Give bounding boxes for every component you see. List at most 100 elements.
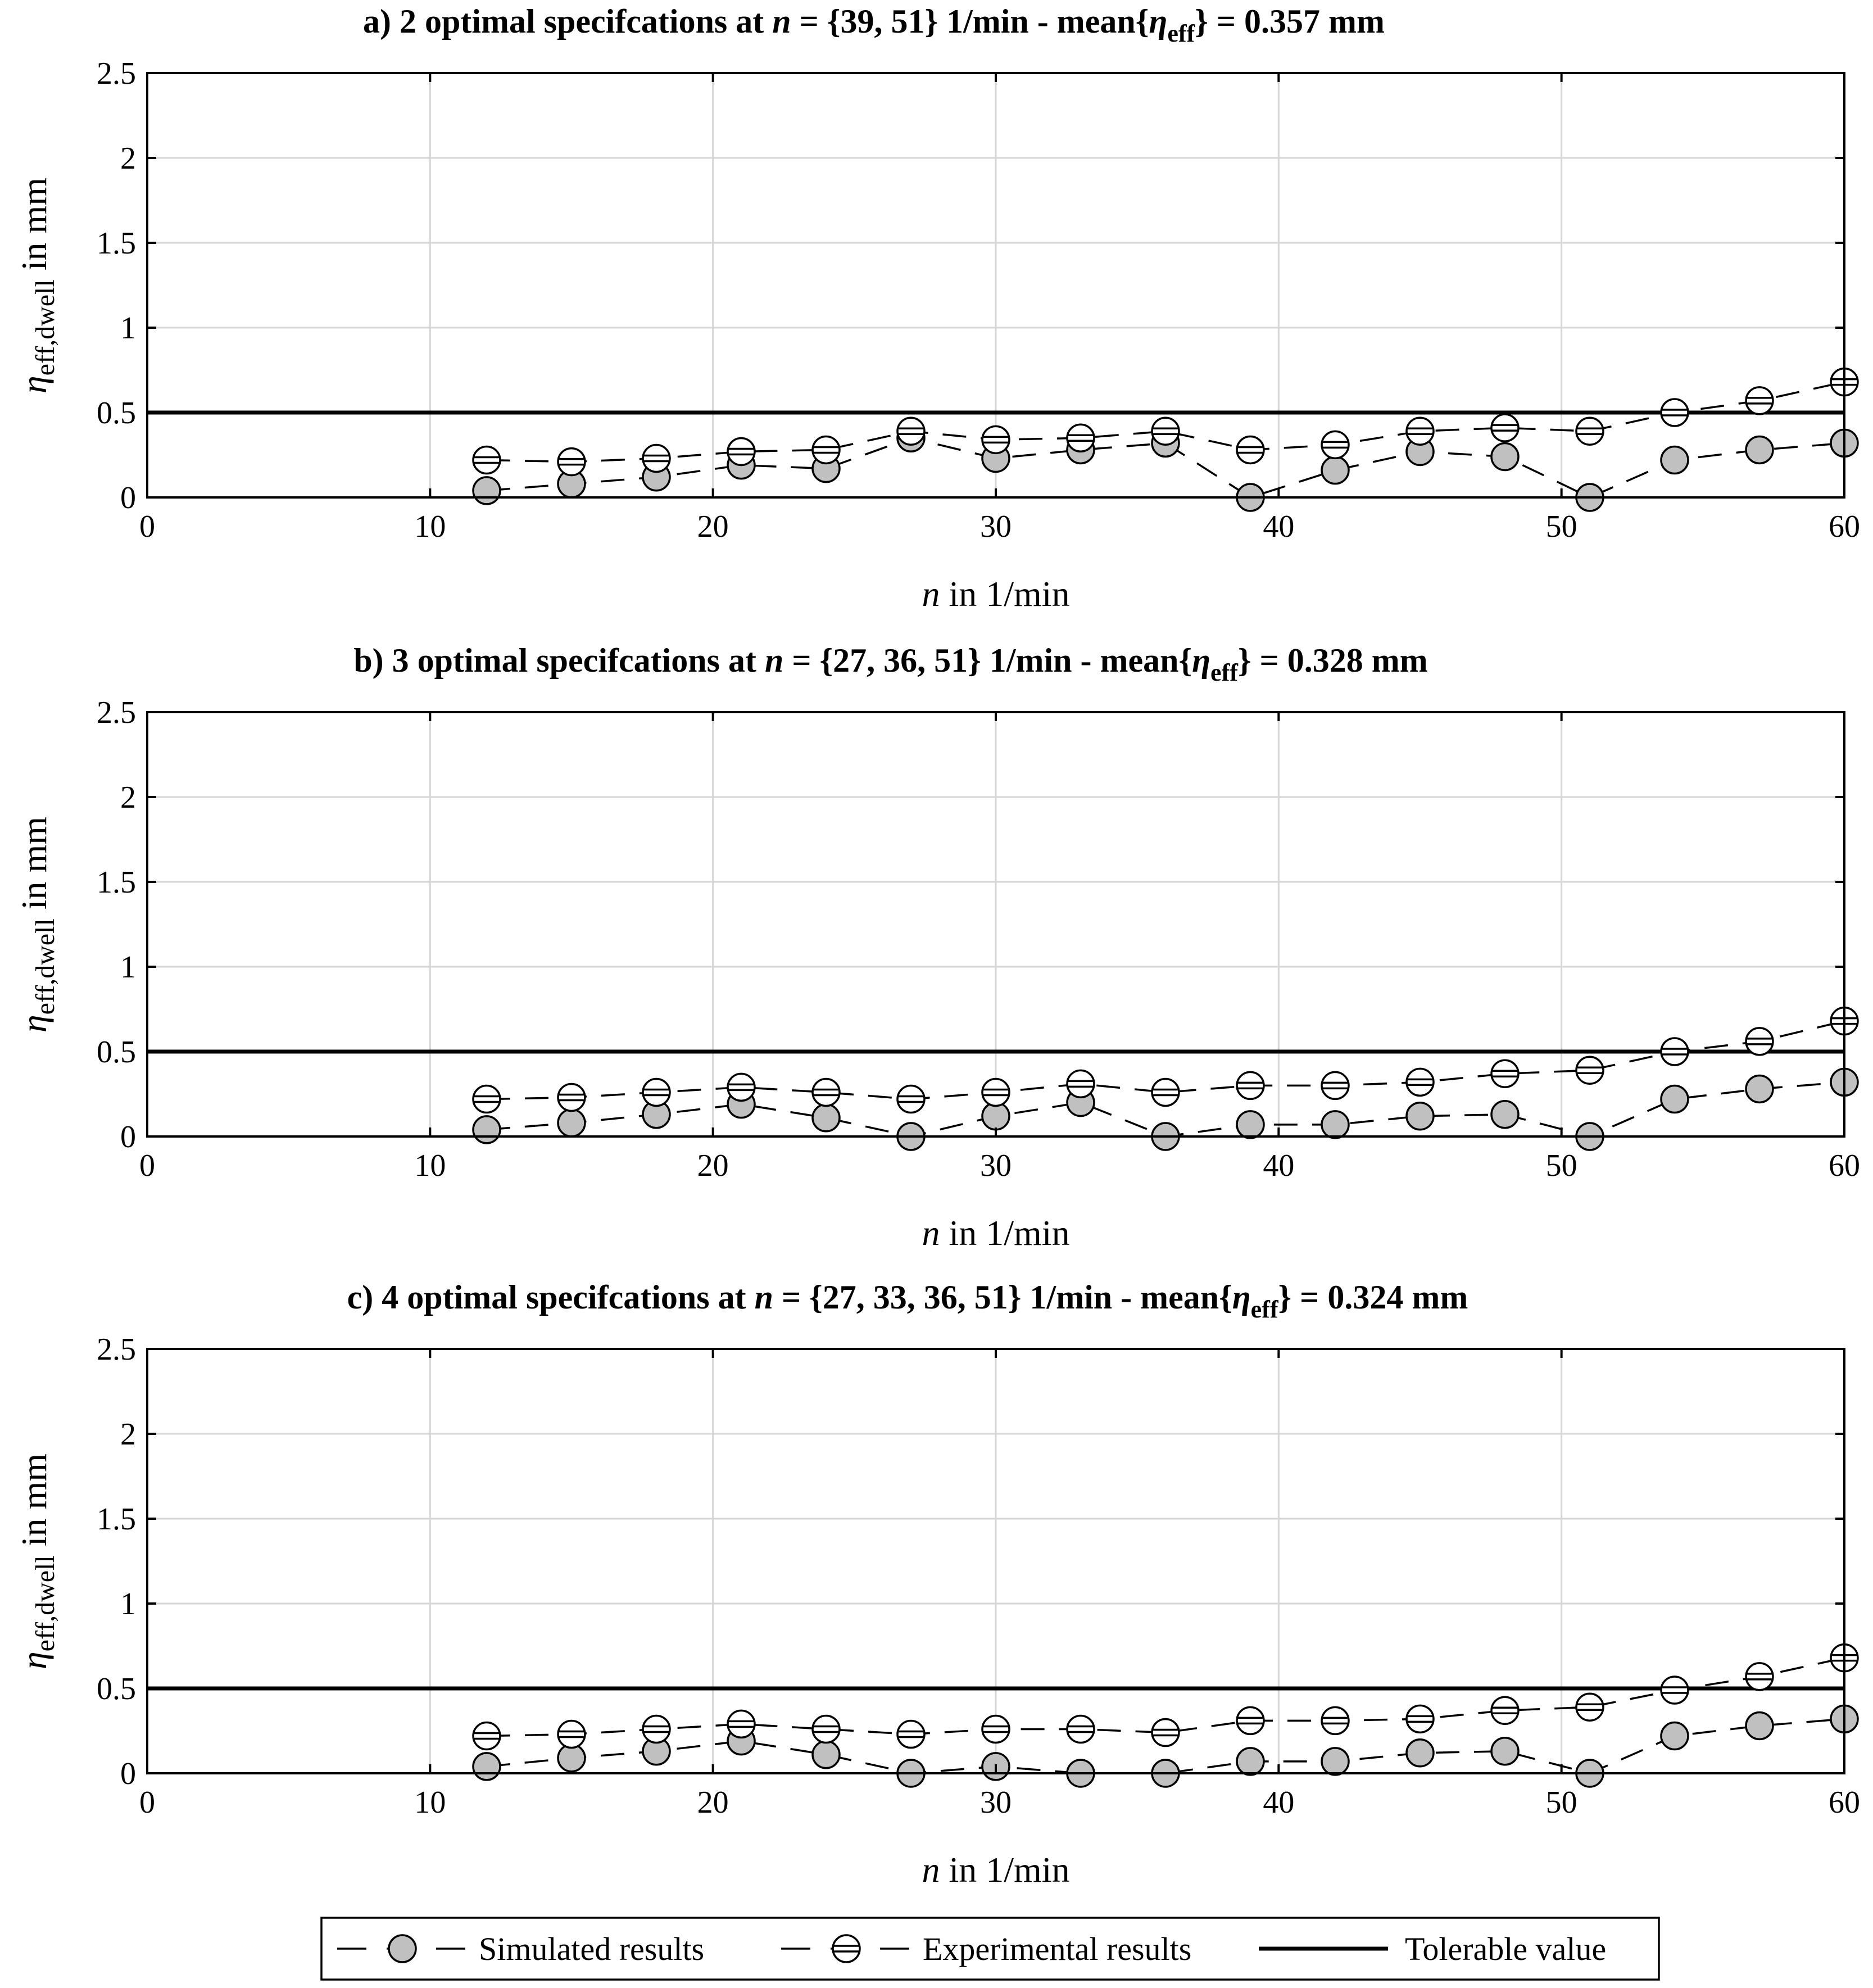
panel-a-experimental-point-12 (1490, 413, 1520, 442)
panel-a-experimental-point-13 (1575, 416, 1604, 446)
panel-c-simulated-point-9 (1236, 1747, 1265, 1776)
panel-b-simulated-point-10 (1321, 1110, 1350, 1139)
panel-c-xtick-label-0: 0 (139, 1785, 155, 1820)
panel-b-experimental-point-5 (896, 1084, 926, 1114)
panel-b-experimental-point-6 (981, 1077, 1010, 1107)
panel-a-experimental-point-1 (557, 447, 586, 477)
panel-a-ytick-label-4: 2 (120, 141, 136, 176)
panel-c-experimental-point-5 (896, 1719, 926, 1749)
panel-b-ticks (146, 711, 1845, 1138)
panel-c-experimental-point-9 (1236, 1706, 1265, 1736)
legend-tolerable-label: Tolerable value (1405, 1931, 1606, 1967)
panel-b-experimental-point-3 (727, 1072, 756, 1102)
legend-experimental-label: Experimental results (923, 1931, 1191, 1967)
legend-item-experimental: Experimental results (781, 1931, 1191, 1967)
panel-a-xtick-label-0: 0 (139, 509, 155, 544)
panel-b-xtick-label-0: 0 (139, 1148, 155, 1183)
panel-b-experimental-point-8 (1151, 1077, 1180, 1107)
panel-b-xtick-label-2: 20 (697, 1148, 729, 1183)
panel-b-experimental-point-12 (1490, 1059, 1520, 1089)
panel-a: a) 2 optimal specifcations at n = {39, 5… (14, 3, 1860, 614)
panel-c-experimental-point-6 (981, 1714, 1010, 1744)
panel-a-experimental-point-8 (1151, 416, 1180, 446)
panel-c-experimental-point-4 (811, 1714, 841, 1744)
panel-b-xtick-label-5: 50 (1546, 1148, 1577, 1183)
panel-c-experimental-point-3 (727, 1709, 756, 1739)
panel-b-experimental-point-11 (1405, 1067, 1435, 1097)
panel-c-simulated-point-0 (472, 1752, 501, 1781)
panel-a-ytick-label-2: 1 (120, 311, 136, 346)
panel-a-xtick-label-1: 10 (414, 509, 446, 544)
panel-c-simulated-point-12 (1490, 1736, 1520, 1766)
panel-c: c) 4 optimal specifcations at n = {27, 3… (14, 1279, 1860, 1890)
legend-item-simulated: Simulated results (337, 1931, 704, 1967)
panel-b-ytick-label-0: 0 (120, 1120, 136, 1154)
panel-a-experimental-point-10 (1321, 430, 1350, 460)
panel-a-xtick-label-6: 60 (1829, 509, 1860, 544)
panel-b-xtick-label-6: 60 (1829, 1148, 1860, 1183)
panel-c-xtick-label-6: 60 (1829, 1785, 1860, 1820)
panel-b-ytick-label-5: 2.5 (97, 695, 136, 730)
panel-c-ytick-label-2: 1 (120, 1587, 136, 1622)
panel-c-experimental-point-2 (642, 1714, 671, 1744)
panel-b-simulated-point-15 (1745, 1074, 1774, 1104)
panel-b-ytick-label-1: 0.5 (97, 1035, 136, 1070)
panel-a-ytick-label-3: 1.5 (97, 226, 136, 261)
panel-b-xtick-label-4: 40 (1263, 1148, 1294, 1183)
panel-a-experimental-point-3 (727, 437, 756, 467)
panel-c-experimental-point-15 (1745, 1662, 1774, 1691)
panel-a-experimental-point-2 (642, 443, 671, 473)
panel-a-ytick-label-5: 2.5 (97, 56, 136, 91)
panel-b-experimental-point-13 (1575, 1056, 1604, 1085)
panel-c-ytick-label-5: 2.5 (97, 1332, 136, 1367)
panel-b-simulated-point-12 (1490, 1099, 1520, 1129)
panel-a-experimental-point-7 (1066, 423, 1095, 453)
panel-a-experimental-point-11 (1405, 416, 1435, 446)
panel-a-xlabel: n in 1/min (922, 574, 1069, 614)
panel-c-experimental-point-0 (472, 1721, 501, 1751)
panel-c-experimental-point-13 (1575, 1692, 1604, 1722)
panel-b-ylabel: ηeff,dwell in mm (14, 817, 60, 1033)
panel-c-ylabel: ηeff,dwell in mm (14, 1453, 60, 1669)
legend-simulated-marker (388, 1934, 417, 1963)
panel-c-ticks (146, 1348, 1845, 1774)
panel-c-simulated-point-10 (1321, 1747, 1350, 1776)
panel-c-ytick-label-3: 1.5 (97, 1502, 136, 1537)
panel-b-experimental-point-9 (1236, 1071, 1265, 1101)
panel-b-experimental-point-7 (1066, 1069, 1095, 1099)
panel-c-experimental-point-11 (1405, 1704, 1435, 1734)
panel-b-experimental-point-0 (472, 1084, 501, 1114)
panel-a-ticks (146, 72, 1845, 499)
panel-b-simulated-point-14 (1660, 1084, 1689, 1114)
panel-a-experimental-point-6 (981, 425, 1010, 455)
panel-b-xtick-label-1: 10 (414, 1148, 446, 1183)
legend-simulated-label: Simulated results (479, 1931, 704, 1967)
panel-c-simulated-point-14 (1660, 1721, 1689, 1751)
panel-c-xtick-label-1: 10 (414, 1785, 446, 1820)
panel-c-simulated-point-15 (1745, 1711, 1774, 1741)
panel-b-experimental-point-10 (1321, 1071, 1350, 1101)
panel-c-ytick-label-0: 0 (120, 1756, 136, 1791)
panel-a-simulated-point-14 (1660, 445, 1689, 475)
panel-b-ytick-label-2: 1 (120, 950, 136, 985)
panel-a-ytick-label-0: 0 (120, 481, 136, 515)
panel-b-xtick-label-3: 30 (980, 1148, 1012, 1183)
panel-b-experimental-point-2 (642, 1077, 671, 1107)
panel-a-experimental-point-0 (472, 445, 501, 475)
panel-b-simulated-point-9 (1236, 1110, 1265, 1139)
panel-c-ytick-label-1: 0.5 (97, 1672, 136, 1706)
panel-a-simulated-point-10 (1321, 455, 1350, 485)
legend-item-tolerable: Tolerable value (1259, 1931, 1606, 1967)
panel-b-simulated-point-0 (472, 1115, 501, 1144)
panel-b-experimental-point-14 (1660, 1037, 1689, 1066)
panel-a-simulated-point-15 (1745, 435, 1774, 465)
panel-b-ytick-label-3: 1.5 (97, 865, 136, 900)
panel-a-experimental-point-4 (811, 435, 841, 465)
panel-b-simulated-point-11 (1405, 1102, 1435, 1131)
panel-b-markers (472, 1006, 1859, 1151)
panel-b-experimental-point-1 (557, 1083, 586, 1112)
panel-a-ylabel: ηeff,dwell in mm (14, 178, 60, 393)
panel-a-tick-labels: 0 10 20 30 40 50 60 0 0.5 1 1.5 2 2.5 (97, 56, 1860, 544)
panel-b-experimental-point-4 (811, 1077, 841, 1107)
